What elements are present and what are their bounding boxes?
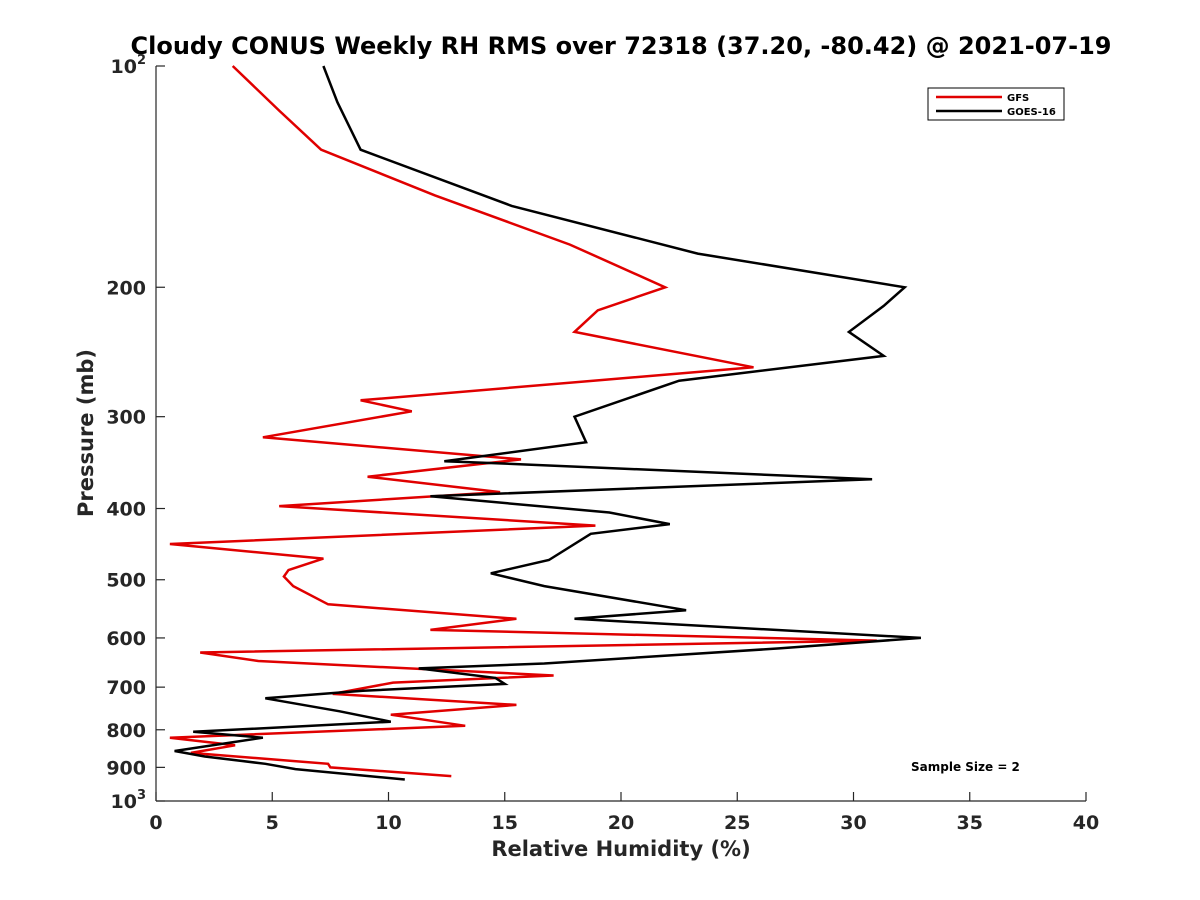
y-tick-label: 500 bbox=[106, 570, 146, 592]
series-lines bbox=[169, 65, 921, 781]
x-axis-label: Relative Humidity (%) bbox=[491, 837, 750, 861]
x-tick-label: 20 bbox=[608, 812, 634, 834]
y-tick-label: 700 bbox=[106, 677, 146, 699]
y-tick-label: 102 bbox=[111, 53, 147, 78]
plot-background bbox=[156, 66, 1086, 801]
y-tick-label: 400 bbox=[106, 499, 146, 521]
legend: GFS GOES-16 bbox=[927, 87, 1065, 121]
x-ticks: 0 5 10 15 20 25 30 35 40 bbox=[149, 792, 1099, 834]
y-tick-label: 800 bbox=[106, 720, 146, 742]
y-tick-label: 300 bbox=[106, 407, 146, 429]
series-line-goes16 bbox=[174, 65, 921, 781]
x-tick-label: 40 bbox=[1073, 812, 1099, 834]
y-axis-label: Pressure (mb) bbox=[74, 349, 98, 517]
y-tick-label: 200 bbox=[106, 277, 146, 299]
x-tick-label: 25 bbox=[724, 812, 750, 834]
x-tick-label: 35 bbox=[957, 812, 983, 834]
x-tick-label: 15 bbox=[492, 812, 518, 834]
legend-box bbox=[927, 87, 1065, 121]
series-line-gfs bbox=[169, 65, 877, 778]
legend-label-gfs: GFS bbox=[1007, 93, 1029, 104]
y-tick-label: 600 bbox=[106, 628, 146, 650]
sample-size-annotation: Sample Size = 2 bbox=[911, 760, 1020, 774]
y-tick-label: 900 bbox=[106, 757, 146, 779]
legend-label-goes16: GOES-16 bbox=[1007, 107, 1056, 118]
y-tick-label: 103 bbox=[111, 788, 147, 813]
chart-title: Cloudy CONUS Weekly RH RMS over 72318 (3… bbox=[131, 32, 1112, 60]
x-tick-label: 5 bbox=[266, 812, 279, 834]
plot-area: 0 5 10 15 20 25 30 35 40 102 200 300 400 500 600 700 80… bbox=[106, 53, 1099, 834]
y-ticks: 102 200 300 400 500 600 700 800 900 103 bbox=[106, 53, 165, 813]
x-tick-label: 30 bbox=[840, 812, 866, 834]
x-tick-label: 0 bbox=[149, 812, 162, 834]
x-tick-label: 10 bbox=[375, 812, 401, 834]
